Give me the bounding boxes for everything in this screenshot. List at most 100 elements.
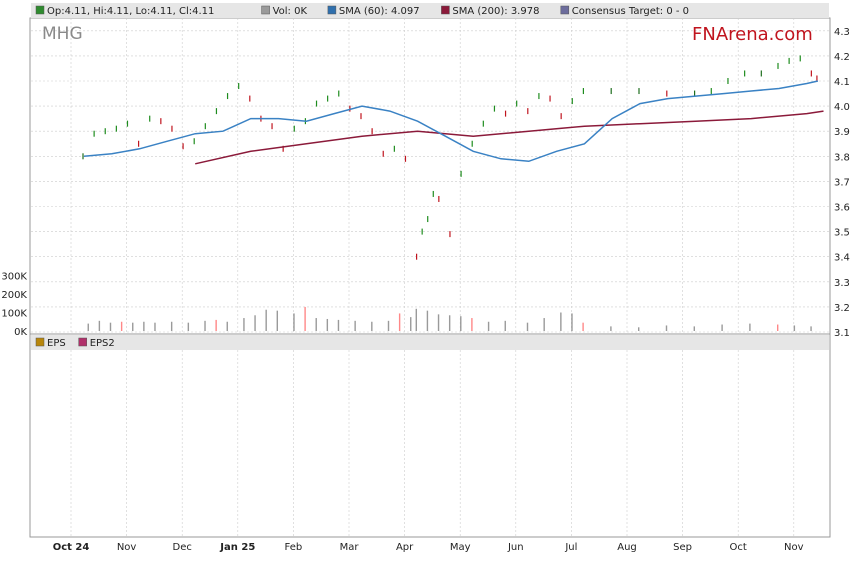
price-tick-label: 3.9 [834, 127, 850, 138]
legend-swatch [327, 5, 337, 15]
volume-bar [154, 322, 156, 331]
legend-swatch [78, 337, 87, 347]
volume-bar [265, 309, 267, 331]
price-tick-label: 3.4 [834, 253, 850, 264]
volume-bar [170, 321, 173, 331]
price-tick-label: 3.3 [834, 278, 850, 289]
volume-bar [560, 312, 562, 331]
legend-swatch [560, 5, 570, 15]
brand-logo: FNArena.com [692, 24, 813, 45]
volume-bar [293, 313, 295, 331]
volume-bar [410, 317, 412, 331]
volume-bar [543, 318, 545, 331]
volume-bar [638, 327, 640, 331]
grid-lines [31, 18, 829, 334]
price-tick-label: 4.0 [834, 102, 850, 113]
ticker-label: MHG [42, 24, 83, 44]
x-tick-label: Apr [396, 542, 414, 553]
legend-label: Vol: 0K [273, 6, 308, 17]
volume-bar [120, 321, 123, 331]
price-bars [82, 55, 818, 260]
volume-bar [387, 320, 390, 331]
x-tick-label: Jan 25 [219, 542, 255, 553]
price-tick-label: 3.8 [834, 152, 850, 163]
volume-bar [87, 323, 89, 331]
x-tick-label: Oct [730, 542, 747, 553]
volume-bar [254, 315, 256, 331]
x-tick-label: Aug [617, 542, 637, 553]
volume-bar [610, 326, 612, 331]
legend-label: EPS2 [90, 338, 115, 349]
legend-swatch [35, 337, 45, 347]
x-tick-label: May [450, 542, 471, 553]
volume-bar [437, 314, 440, 331]
volume-tick-label: 200K [1, 290, 27, 301]
x-tick-label: Dec [173, 542, 192, 553]
price-tick-label: 4.1 [834, 77, 850, 88]
legend-label: EPS [47, 338, 66, 349]
volume-bar [354, 320, 356, 331]
volume-bar [810, 326, 812, 331]
volume-bar [504, 320, 506, 331]
x-tick-label: Nov [784, 542, 804, 553]
volume-bar [98, 320, 101, 331]
volume-axis: 300K 200K 100K 0K [1, 272, 27, 339]
volume-bar [582, 322, 584, 331]
volume-bar [398, 313, 401, 331]
volume-tick-label: 300K [1, 272, 27, 283]
volume-bar [460, 316, 462, 331]
sma200-line [195, 110, 824, 165]
volume-bar [226, 321, 228, 331]
x-tick-label: Oct 24 [53, 542, 90, 553]
legend-label: Op:4.11, Hi:4.11, Lo:4.11, Cl:4.11 [47, 6, 214, 17]
eps-legend-bar [31, 335, 829, 350]
volume-bar [337, 319, 340, 331]
volume-bar [315, 318, 317, 331]
price-tick-label: 3.2 [834, 303, 850, 314]
volume-tick-label: 100K [1, 309, 27, 320]
legend-label: SMA (60): 4.097 [339, 6, 420, 17]
price-tick-label: 3.6 [834, 203, 850, 214]
top-legend-bar [31, 3, 829, 18]
sma60-line [83, 80, 819, 163]
volume-bar [721, 324, 723, 331]
volume-bar [215, 319, 217, 331]
price-tick-label: 3.5 [834, 228, 850, 239]
volume-bar [526, 322, 529, 331]
x-tick-label: Jun [507, 542, 524, 553]
volume-bar [793, 325, 796, 331]
time-axis: Oct 24 Nov Dec Jan 25 Feb Mar Apr May Jun Jul Aug S… [53, 542, 804, 553]
x-tick-label: Mar [340, 542, 360, 553]
volume-tick-label: 0K [14, 327, 27, 338]
top-legend: Op:4.11, Hi:4.11, Lo:4.11, Cl:4.11 Vol: 0… [35, 5, 689, 17]
legend-label: Consensus Target: 0 - 0 [572, 6, 689, 17]
x-tick-label: Nov [117, 542, 137, 553]
legend-swatch [441, 5, 450, 15]
volume-bar [777, 324, 779, 331]
legend-swatch [35, 5, 45, 15]
x-tick-label: Sep [673, 542, 692, 553]
eps-panel [29, 333, 831, 538]
volume-bar [304, 306, 306, 331]
x-tick-label: Jul [564, 542, 577, 553]
volume-bar [693, 326, 695, 331]
volume-bar [143, 321, 145, 331]
volume-bar [487, 321, 490, 331]
volume-bar [276, 310, 278, 331]
price-tick-label: 4.3 [834, 27, 850, 38]
volume-bars [87, 306, 812, 331]
volume-bar [471, 318, 473, 331]
volume-bar [371, 321, 373, 331]
volume-bar [204, 320, 206, 331]
volume-bar [415, 308, 417, 331]
legend-label: SMA (200): 3.978 [452, 6, 539, 17]
price-axis: 4.3 4.2 4.1 4.0 3.9 3.8 3.7 3.6 3.5 3.4 3.3 3.2 3.1 [834, 27, 850, 339]
volume-bar [132, 322, 134, 331]
price-tick-label: 4.2 [834, 52, 850, 63]
eps-legend: EPS EPS2 [35, 337, 115, 349]
eps-grid-lines [70, 350, 795, 537]
volume-bar [109, 322, 112, 331]
volume-bar [665, 325, 668, 331]
volume-bar [448, 315, 451, 331]
